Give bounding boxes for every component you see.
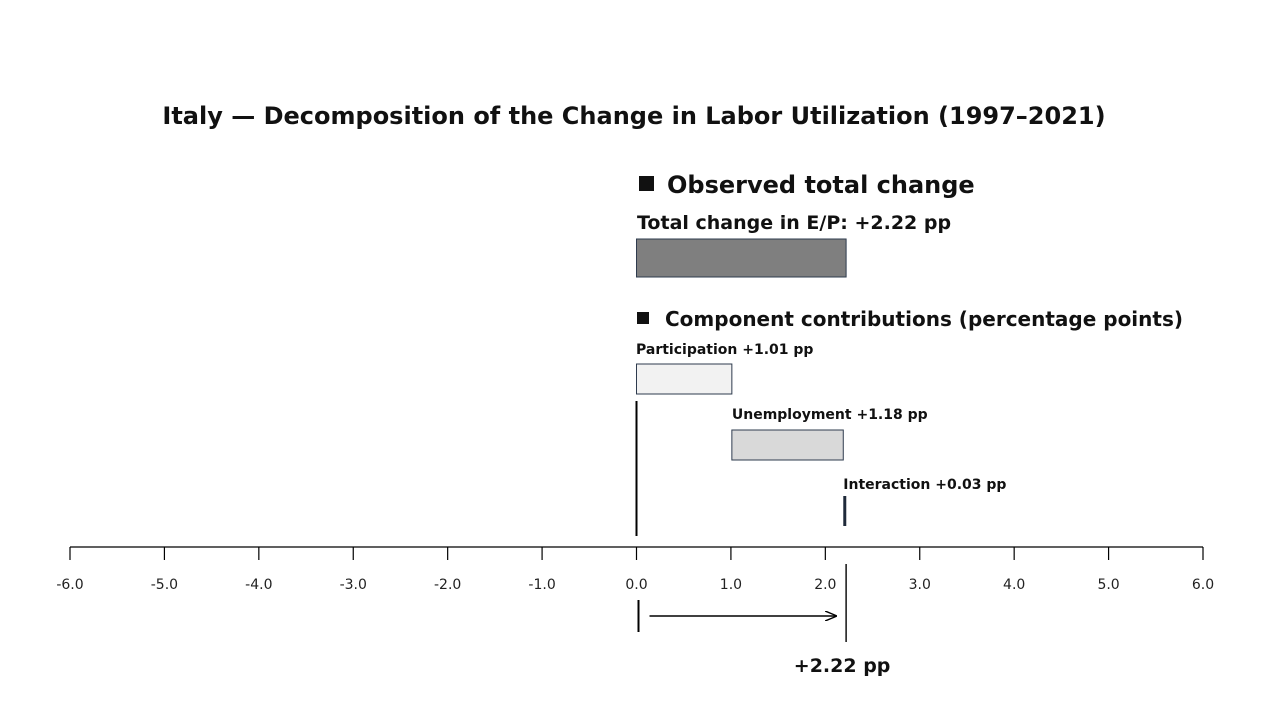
total-heading-marker (639, 176, 654, 191)
x-tick-label: 5.0 (1097, 577, 1119, 593)
components-heading-marker (637, 312, 649, 324)
x-tick-label: -2.0 (434, 577, 461, 593)
x-tick-label: 2.0 (814, 577, 836, 593)
chart-title: Italy — Decomposition of the Change in L… (162, 102, 1105, 130)
x-tick-label: -1.0 (528, 577, 555, 593)
x-tick-label: -5.0 (151, 577, 178, 593)
total-bar (636, 238, 847, 278)
x-tick-label: -6.0 (56, 577, 83, 593)
x-axis: -6.0 -5.0 -4.0 -3.0 -2.0 -1.0 0.0 1.0 2.0 3.0 4.0 5… (56, 546, 1214, 593)
x-tick-label: -4.0 (245, 577, 272, 593)
x-tick-label: 0.0 (625, 577, 647, 593)
total-change-annotation: +2.22 pp (794, 655, 891, 677)
unemployment-label: Unemployment +1.18 pp (732, 407, 928, 423)
components-heading: Component contributions (percentage poin… (665, 307, 1183, 331)
x-tick-label: 1.0 (720, 577, 742, 593)
unemployment-bar (731, 429, 844, 461)
interaction-bar (843, 496, 847, 526)
total-heading: Observed total change (667, 171, 975, 199)
interaction-label: Interaction +0.03 pp (843, 477, 1006, 493)
x-tick-label: 3.0 (909, 577, 931, 593)
participation-label: Participation +1.01 pp (636, 342, 813, 358)
x-tick-label: 6.0 (1192, 577, 1214, 593)
participation-bar (636, 363, 733, 395)
x-tick-label: -3.0 (340, 577, 367, 593)
total-label: Total change in E/P: +2.22 pp (637, 212, 951, 234)
x-tick-label: 4.0 (1003, 577, 1025, 593)
